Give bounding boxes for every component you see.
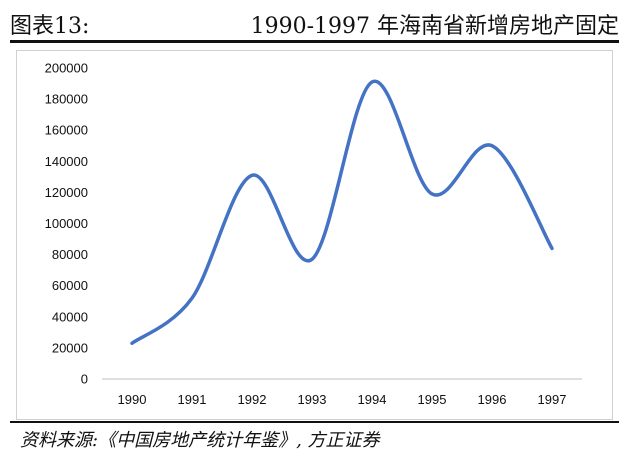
- y-tick-label: 40000: [52, 309, 88, 324]
- figure-header: 图表13: 1990-1997 年海南省新增房地产固定: [10, 6, 619, 43]
- x-axis: 1990 1991 1992 1993 1994 1995 1996 1997: [102, 378, 582, 407]
- y-tick-label: 120000: [45, 185, 88, 200]
- x-tick-label: 1992: [238, 392, 267, 407]
- y-tick-label: 180000: [45, 92, 88, 107]
- chart-area: 0 20000 40000 60000 80000 100000 120000 140000 1…: [16, 50, 613, 420]
- figure-title: 1990-1997 年海南省新增房地产固定: [250, 14, 619, 39]
- x-tick-label: 1996: [478, 392, 507, 407]
- y-tick-label: 100000: [45, 216, 88, 231]
- series-group: [130, 79, 554, 345]
- y-tick-label: 0: [81, 372, 88, 387]
- x-tick-label: 1994: [358, 392, 387, 407]
- series-line: [130, 79, 554, 345]
- x-tick-label: 1995: [418, 392, 447, 407]
- figure-label: 图表13:: [10, 14, 90, 39]
- footer-rule: [10, 421, 619, 423]
- y-tick-label: 200000: [45, 61, 88, 76]
- y-tick-label: 20000: [52, 340, 88, 355]
- source-note: 资料来源:《中国房地产统计年鉴》, 方正证券: [20, 430, 380, 451]
- x-tick-label: 1990: [118, 392, 147, 407]
- y-tick-label: 140000: [45, 154, 88, 169]
- y-tick-label: 60000: [52, 278, 88, 293]
- y-axis: 0 20000 40000 60000 80000 100000 120000 140000 1…: [45, 61, 88, 387]
- x-tick-label: 1997: [538, 392, 567, 407]
- y-tick-label: 80000: [52, 247, 88, 262]
- x-tick-label: 1991: [178, 392, 207, 407]
- y-tick-label: 160000: [45, 123, 88, 138]
- x-tick-label: 1993: [298, 392, 327, 407]
- line-chart: 0 20000 40000 60000 80000 100000 120000 140000 1…: [45, 61, 582, 407]
